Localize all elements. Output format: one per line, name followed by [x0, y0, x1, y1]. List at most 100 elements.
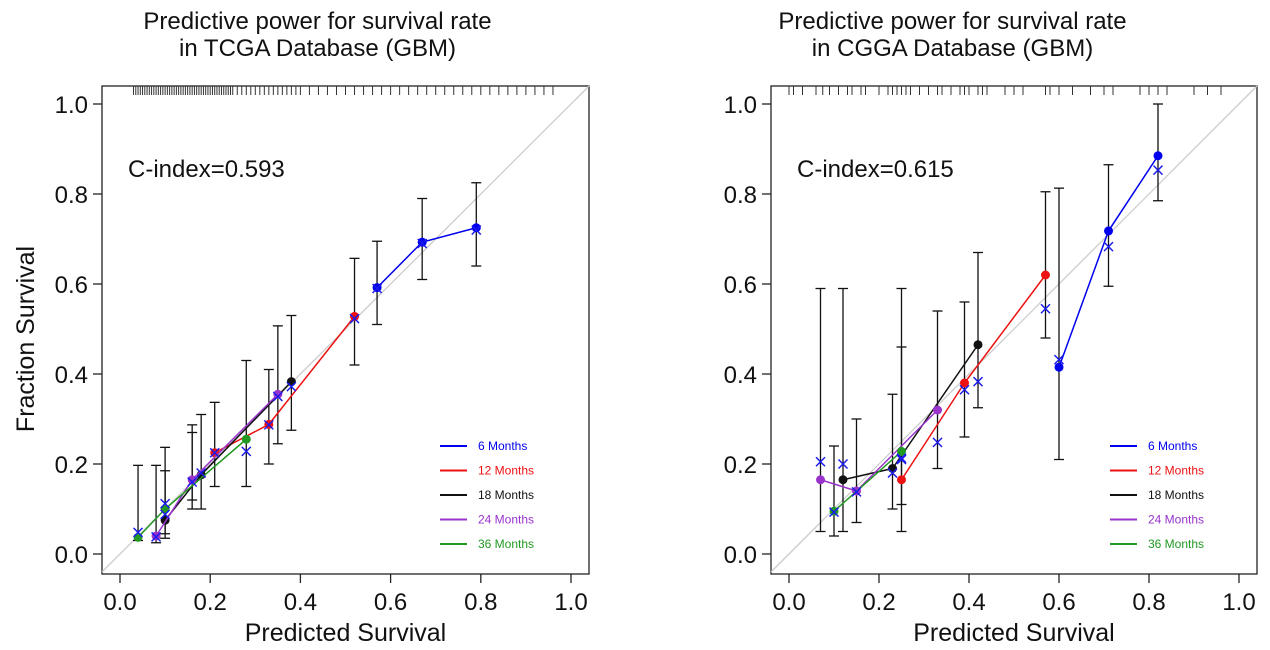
- observed-point: [933, 405, 942, 415]
- bias-corrected-point: [417, 238, 428, 249]
- x-tick-label: 0.2: [194, 589, 227, 616]
- bias-corrected-point: [896, 454, 907, 465]
- bias-corrected-point: [241, 446, 252, 457]
- legend-label: 24 Months: [1148, 513, 1204, 527]
- observed-point: [133, 532, 143, 542]
- observed-point: [417, 237, 427, 247]
- bias-corrected-point: [815, 456, 826, 467]
- y-tick-label: 1.0: [724, 92, 757, 119]
- bias-corrected-point: [828, 507, 840, 518]
- observed-point: [273, 389, 283, 399]
- legend-label: 18 Months: [1148, 488, 1204, 502]
- observed-point: [888, 464, 897, 473]
- observed-point: [838, 475, 848, 485]
- x-tick-label: 1.0: [554, 589, 587, 616]
- chart-title-line2: in TCGA Database (GBM): [179, 35, 456, 62]
- x-tick-label: 1.0: [1222, 589, 1255, 616]
- bias-corrected-point: [209, 447, 220, 458]
- y-tick-label: 0.8: [55, 182, 88, 209]
- observed-point: [471, 223, 481, 233]
- legend-label: 36 Months: [478, 537, 534, 551]
- x-tick-label: 0.8: [1132, 589, 1165, 616]
- legend-label: 6 Months: [1148, 439, 1197, 453]
- bias-corrected-point: [133, 527, 144, 538]
- calibration-plot-tcga: 0.0 0.2 0.4 0.6 0.8 1.0 0.0 0.2 0.4 0.6 0.8 1.0 Pred…: [12, 85, 590, 647]
- calibration-plot-cgga: 0.0 0.2 0.4 0.6 0.8 1.0 0.0 0.2 0.4 0.6 0.8 1.0 Pred…: [724, 85, 1258, 647]
- y-tick-label: 0.4: [55, 362, 88, 389]
- bias-corrected-point: [286, 381, 297, 392]
- bias-corrected-point: [1040, 303, 1051, 314]
- y-tick-label: 0.6: [55, 272, 88, 299]
- legend-label: 6 Months: [478, 439, 527, 453]
- observed-point: [241, 434, 251, 444]
- legend-label: 24 Months: [478, 513, 534, 527]
- bias-corrected-point: [160, 498, 171, 509]
- observed-point: [1054, 362, 1064, 372]
- x-tick-label: 0.2: [862, 589, 895, 616]
- bias-corrected-point: [372, 283, 383, 294]
- observed-point: [897, 475, 906, 485]
- observed-point: [286, 377, 296, 387]
- y-tick-label: 0.8: [724, 182, 757, 209]
- bias-corrected-point: [1152, 165, 1164, 176]
- c-index-annotation: C-index=0.593: [128, 156, 285, 183]
- series-line: [376, 227, 477, 289]
- observed-point: [816, 475, 825, 485]
- bias-corrected-point: [1103, 241, 1114, 252]
- observed-point: [350, 311, 360, 321]
- bias-corrected-point: [837, 458, 849, 470]
- reference-diagonal: [101, 85, 590, 573]
- legend-label: 36 Months: [1148, 537, 1204, 551]
- series-line: [842, 344, 979, 481]
- bias-corrected-point: [272, 391, 283, 402]
- bias-corrected-point: [896, 453, 907, 464]
- x-tick-label: 0.6: [1042, 589, 1075, 616]
- x-tick-label: 0.8: [464, 589, 497, 616]
- x-tick-label: 0.4: [952, 589, 985, 616]
- chart-title-line1: Predictive power for survival rate: [143, 8, 492, 35]
- bias-corrected-point: [160, 509, 171, 520]
- observed-point: [960, 378, 969, 388]
- observed-point: [973, 340, 983, 350]
- observed-point: [1153, 151, 1163, 161]
- c-index-annotation: C-index=0.615: [797, 156, 954, 183]
- legend-label: 12 Months: [1148, 464, 1204, 478]
- chart-title-line1: Predictive power for survival rate: [778, 8, 1127, 35]
- y-tick-label: 0.0: [724, 542, 757, 569]
- y-tick-label: 1.0: [55, 92, 88, 119]
- bias-corrected-point: [349, 313, 360, 324]
- bias-corrected-point: [187, 476, 198, 488]
- y-tick-label: 0.6: [724, 272, 757, 299]
- bias-corrected-point: [851, 486, 862, 497]
- x-tick-label: 0.4: [284, 589, 317, 616]
- y-tick-label: 0.2: [724, 452, 757, 479]
- bias-corrected-point: [196, 467, 207, 479]
- legend-label: 18 Months: [478, 488, 534, 502]
- legend-label: 12 Months: [478, 464, 534, 478]
- bias-corrected-point: [959, 384, 970, 395]
- x-tick-label: 0.0: [103, 589, 136, 616]
- x-tick-label: 0.6: [374, 589, 407, 616]
- series-line: [214, 315, 356, 454]
- bias-corrected-point: [887, 467, 898, 479]
- y-tick-label: 0.0: [55, 542, 88, 569]
- calibration-panel-cgga: Predictive power for survival rate in CG…: [635, 0, 1270, 650]
- bias-corrected-point: [1053, 354, 1065, 365]
- chart-title-line2: in CGGA Database (GBM): [811, 35, 1094, 62]
- y-tick-label: 0.2: [55, 452, 88, 479]
- bias-corrected-point: [263, 419, 274, 430]
- observed-point: [1041, 270, 1050, 280]
- x-axis-label: Predicted Survival: [245, 619, 446, 647]
- bias-corrected-point: [471, 224, 482, 236]
- x-tick-label: 0.0: [772, 589, 805, 616]
- observed-point: [187, 475, 197, 485]
- y-tick-label: 0.4: [724, 362, 757, 389]
- bias-corrected-point: [972, 376, 984, 387]
- x-axis-label: Predicted Survival: [913, 619, 1114, 647]
- bias-corrected-point: [151, 531, 162, 542]
- observed-point: [897, 446, 906, 456]
- bias-corrected-point: [932, 437, 943, 448]
- calibration-panel-tcga: Predictive power for survival rate in TC…: [12, 8, 590, 647]
- y-axis-label: Fraction Survival: [12, 246, 40, 432]
- observed-point: [1104, 226, 1113, 236]
